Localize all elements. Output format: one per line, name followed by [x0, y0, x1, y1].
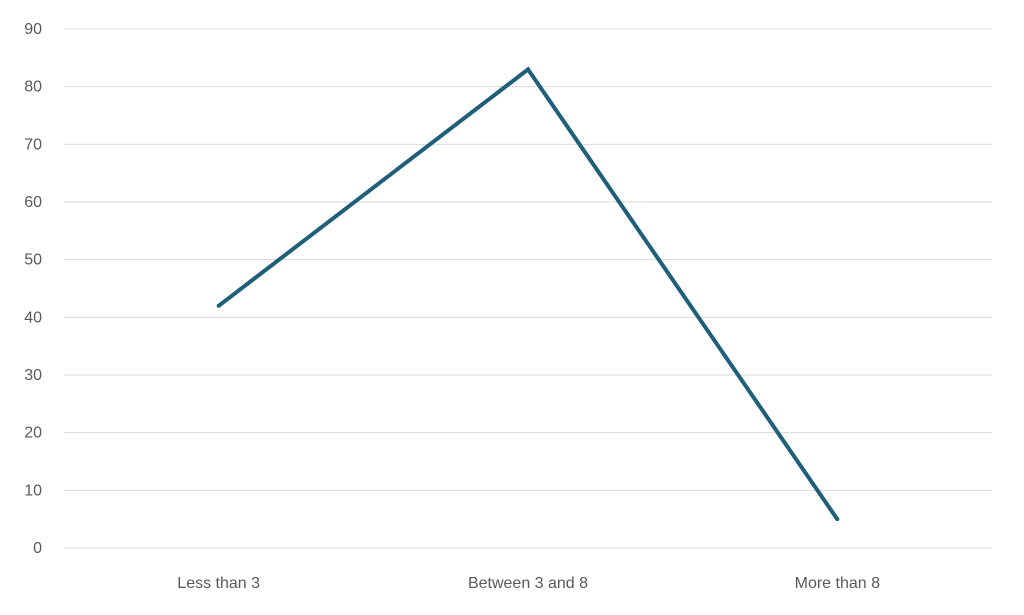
y-tick-label: 0	[33, 540, 42, 557]
y-tick-label: 60	[24, 194, 42, 211]
data-point	[526, 67, 530, 72]
data-point	[835, 517, 840, 522]
series-line	[217, 66, 839, 521]
gridlines	[64, 28, 992, 549]
y-tick-label: 80	[24, 79, 42, 96]
y-tick-label: 90	[24, 21, 42, 38]
y-tick-label: 20	[24, 425, 42, 442]
y-tick-label: 50	[24, 252, 42, 269]
y-tick-label: 70	[24, 136, 42, 153]
x-category-label: Less than 3	[177, 575, 260, 592]
y-tick-label: 40	[24, 309, 42, 326]
y-tick-label: 10	[24, 482, 42, 499]
x-category-label: Between 3 and 8	[468, 575, 588, 592]
y-axis-ticks: 0 10 20 30 40 50 60 70 80 90	[24, 21, 42, 557]
y-tick-label: 30	[24, 367, 42, 384]
x-category-label: More than 8	[795, 575, 880, 592]
x-axis-categories: Less than 3 Between 3 and 8 More than 8	[177, 575, 880, 592]
data-point	[216, 303, 221, 308]
series-layer	[216, 66, 840, 522]
